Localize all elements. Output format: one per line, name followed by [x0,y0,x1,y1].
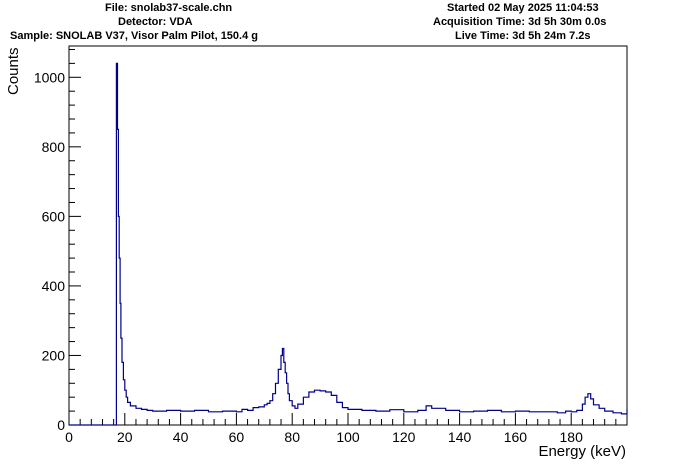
y-tick-label: 0 [57,417,65,433]
x-axis-label: Energy (keV) [538,443,626,460]
x-tick-label: 120 [392,429,416,445]
started-label: Started 02 May 2025 11:04:53 [447,2,599,14]
x-tick-label: 180 [560,429,584,445]
y-tick-label: 800 [42,139,66,155]
x-tick-label: 20 [117,429,133,445]
y-axis-label: Counts [5,47,22,95]
x-tick-label: 100 [336,429,360,445]
y-tick-label: 400 [42,278,66,294]
x-tick-label: 40 [173,429,189,445]
y-axis: 0 200 400 600 800 1000 [34,48,81,433]
y-tick-label: 600 [42,208,66,224]
y-tick-label: 1000 [34,69,65,85]
y-tick-label: 200 [42,347,66,363]
detector-label: Detector: VDA [118,16,193,28]
x-tick-label: 160 [504,429,528,445]
spectrum-histogram-line [69,62,628,426]
x-tick-label: 140 [448,429,472,445]
x-tick-label: 0 [65,429,73,445]
x-tick-label: 80 [284,429,300,445]
plot-frame [68,45,628,426]
acquisition-time-label: Acquisition Time: 3d 5h 30m 0.0s [433,16,607,28]
live-time-label: Live Time: 3d 5h 24m 7.2s [455,30,591,42]
x-tick-label: 60 [229,429,245,445]
sample-label: Sample: SNOLAB V37, Visor Palm Pilot, 15… [10,30,258,42]
x-axis: 0 20 40 60 80 100 120 140 160 180 [65,413,628,445]
file-label: File: snolab37-scale.chn [105,2,233,14]
